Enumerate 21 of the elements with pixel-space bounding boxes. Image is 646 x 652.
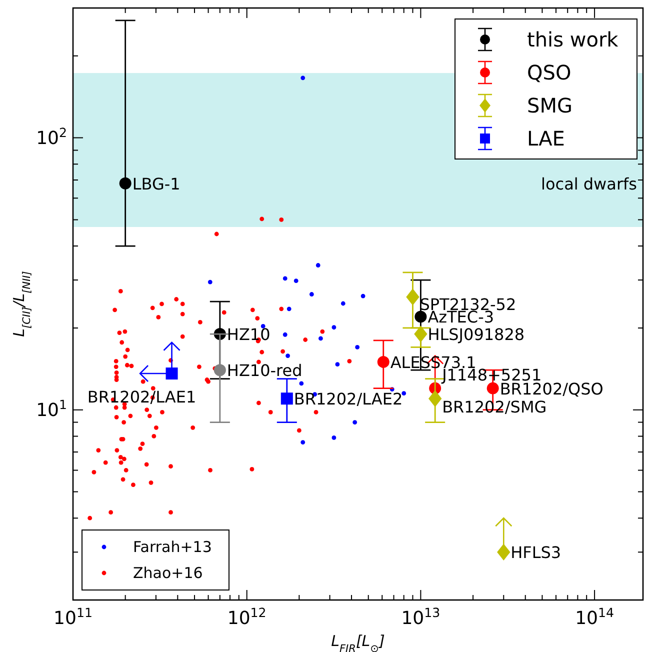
legend-label: LAE — [527, 126, 565, 150]
legend-label: this work — [527, 28, 619, 52]
y-tick-label: 10$^{2}$ — [36, 124, 67, 149]
x-tick-label: 10$^{13}$ — [401, 604, 440, 629]
x-tick-label: 10$^{11}$ — [54, 604, 92, 629]
legend-label: SMG — [527, 94, 572, 118]
annotation: HFLS3 — [510, 542, 562, 562]
annotation: BR1202/LAE1 — [87, 387, 196, 406]
annotation: BR1202/LAE2 — [294, 389, 403, 408]
annotation: HZ10 — [226, 324, 270, 344]
x-tick-label: 10$^{14}$ — [575, 604, 614, 629]
band-label: local dwarfs — [541, 174, 637, 194]
legend-label: QSO — [527, 60, 572, 84]
annotation: HLSJ091828 — [428, 324, 525, 344]
annotation: HZ10-red — [226, 360, 302, 380]
legend-label: Farrah+13 — [133, 538, 212, 556]
y-tick-label: 10$^{1}$ — [36, 396, 67, 421]
annotation: LBG-1 — [132, 174, 180, 193]
legend-label: Zhao+16 — [133, 564, 203, 582]
x-tick-label: 10$^{12}$ — [227, 604, 266, 629]
x-axis-title: L$_{FIR}$[L$_{⊙}$] — [331, 632, 385, 652]
